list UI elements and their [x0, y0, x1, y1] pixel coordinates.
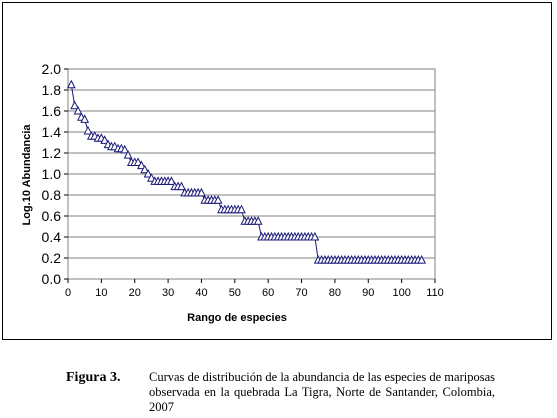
- data-point: [136, 160, 146, 170]
- y-tick-label: 1.0: [42, 166, 62, 182]
- x-tick-label: 60: [262, 287, 274, 299]
- y-tick-label: 0.0: [42, 271, 62, 287]
- data-point: [197, 187, 206, 197]
- x-axis-title: Rango de especies: [187, 312, 287, 324]
- x-tick-label: 110: [426, 287, 444, 299]
- figure-label: Figura 3.: [66, 370, 121, 385]
- x-tick-label: 90: [362, 287, 374, 299]
- x-tick-label: 0: [65, 287, 71, 299]
- data-point: [237, 204, 246, 214]
- gridlines: [68, 68, 435, 280]
- x-tick-label: 100: [392, 287, 410, 299]
- y-axis-title: Log.10 Abundancia: [21, 124, 33, 226]
- data-point: [143, 168, 153, 178]
- x-tick-label: 10: [95, 287, 107, 299]
- data-point: [417, 255, 427, 264]
- data-point: [83, 125, 93, 135]
- x-tick-label: 20: [129, 287, 141, 299]
- chart-frame: [2, 2, 552, 340]
- data-point: [66, 79, 76, 89]
- series-markers: [66, 79, 427, 264]
- figure-caption-text: Curvas de distribución de la abundancia …: [149, 370, 495, 414]
- x-tick-label: 40: [195, 287, 207, 299]
- y-tick-label: 1.6: [42, 103, 62, 119]
- y-tick-label: 0.6: [42, 208, 62, 224]
- data-point: [73, 105, 83, 115]
- y-tick-label: 1.2: [42, 145, 62, 161]
- x-axis-ticks: 0 10 20 30 40 50 60 70 80 90 100 110: [65, 279, 444, 299]
- data-point: [213, 195, 223, 204]
- y-tick-label: 2.0: [42, 61, 62, 77]
- x-tick-label: 50: [229, 287, 241, 299]
- y-tick-label: 1.8: [42, 82, 62, 98]
- y-tick-label: 1.4: [42, 124, 62, 140]
- data-point: [80, 114, 90, 123]
- data-point: [140, 164, 150, 174]
- data-point: [310, 231, 320, 241]
- data-point: [120, 144, 130, 154]
- y-axis-ticks: 0.0 0.2 0.4 0.6 0.8 1.0 1.2 1.4 1.6 1.8 2.0: [42, 61, 68, 287]
- y-tick-label: 0.2: [42, 250, 62, 266]
- data-point: [70, 100, 80, 110]
- data-point: [123, 150, 133, 159]
- data-point: [177, 181, 186, 191]
- x-tick-label: 30: [162, 287, 174, 299]
- data-point: [253, 216, 263, 225]
- y-tick-label: 0.8: [42, 187, 62, 203]
- x-tick-label: 70: [295, 287, 307, 299]
- data-point: [167, 176, 176, 185]
- y-tick-label: 0.4: [42, 229, 62, 245]
- x-tick-label: 80: [329, 287, 341, 299]
- data-point: [100, 135, 110, 144]
- abundance-chart: 0.0 0.2 0.4 0.6 0.8 1.0 1.2 1.4 1.6 1.8 2.0 0 10 20 3…: [21, 61, 444, 324]
